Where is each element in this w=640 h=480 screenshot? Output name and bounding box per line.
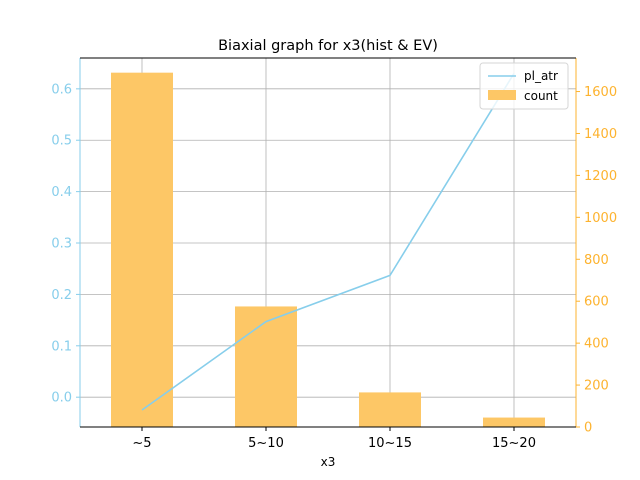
x-tick-label: 5~10 — [248, 436, 284, 451]
x-tick-label: 15~20 — [492, 436, 536, 451]
line-pl_atr — [141, 72, 515, 411]
right-tick-label: 1600 — [584, 85, 617, 100]
bar-count — [111, 72, 173, 427]
legend-label-count: count — [524, 89, 558, 103]
bar-series-count — [111, 72, 545, 427]
left-tick-label: 0.1 — [51, 339, 72, 354]
legend-swatch-count — [488, 90, 516, 100]
right-tick-label: 200 — [584, 379, 609, 394]
legend-label-pl_atr: pl_atr — [524, 69, 558, 83]
x-axis-label: x3 — [321, 455, 336, 469]
left-tick-label: 0.3 — [51, 237, 72, 252]
left-tick-label: 0.0 — [51, 391, 72, 406]
left-tick-label: 0.6 — [51, 82, 72, 97]
right-tick-label: 0 — [584, 421, 592, 436]
x-axis-ticks: ~5 5~10 10~15 15~20 — [132, 427, 536, 451]
bar-count — [483, 417, 545, 427]
right-axis-ticks: 0 200 400 600 800 1000 1200 1400 1600 — [576, 85, 617, 436]
right-tick-label: 1000 — [584, 211, 617, 226]
bar-count — [359, 392, 421, 427]
right-tick-label: 600 — [584, 295, 609, 310]
line-series-pl-atr — [141, 72, 515, 411]
axes — [79, 57, 577, 428]
right-tick-label: 800 — [584, 253, 609, 268]
right-tick-label: 400 — [584, 337, 609, 352]
chart-title: Biaxial graph for x3(hist & EV) — [218, 38, 438, 54]
left-tick-label: 0.2 — [51, 288, 72, 303]
x-tick-label: 10~15 — [368, 436, 412, 451]
left-axis-ticks: 0.0 0.1 0.2 0.3 0.4 0.5 0.6 — [51, 82, 80, 406]
right-tick-label: 1200 — [584, 169, 617, 184]
left-tick-label: 0.4 — [51, 185, 72, 200]
right-tick-label: 1400 — [584, 127, 617, 142]
x-tick-label: ~5 — [132, 436, 151, 451]
bar-count — [235, 306, 297, 427]
left-tick-label: 0.5 — [51, 134, 72, 149]
